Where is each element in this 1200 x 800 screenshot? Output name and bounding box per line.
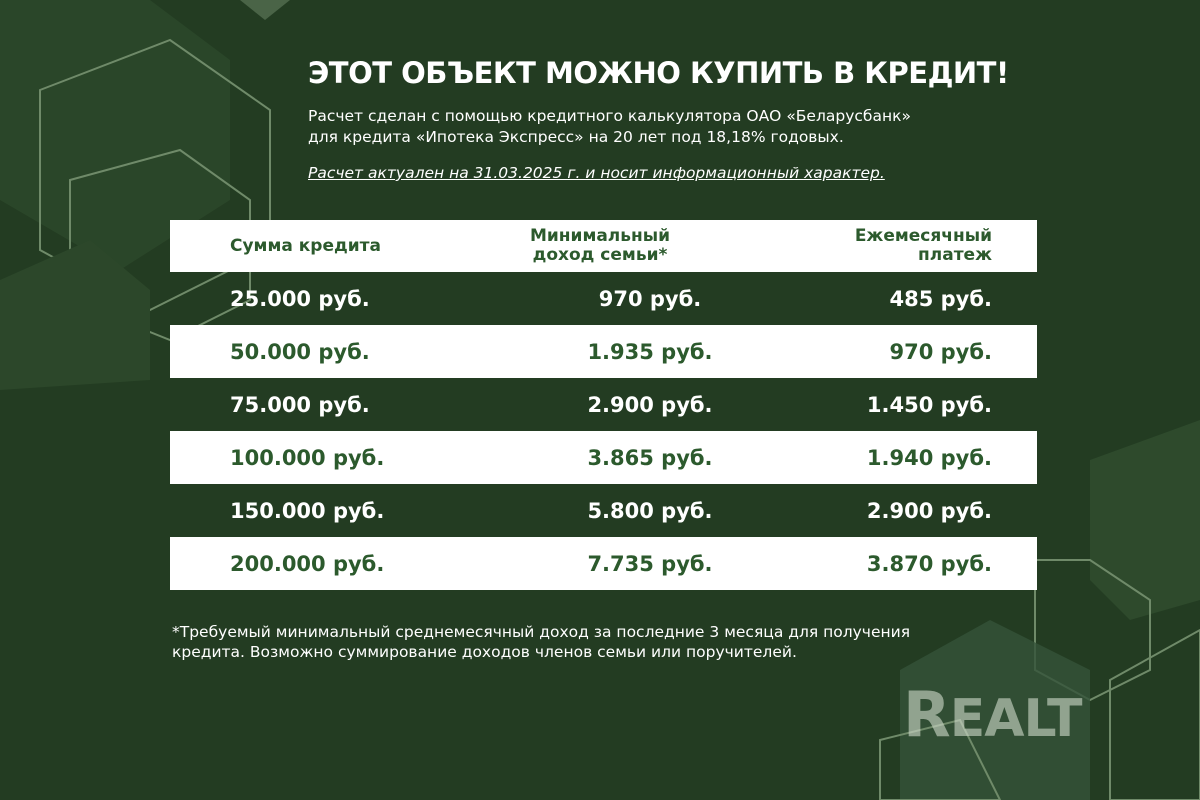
realt-logo: REALT (903, 678, 1083, 751)
monthly-payment-cell: 970 руб. (889, 339, 992, 364)
loan-amount-cell: 50.000 руб. (230, 339, 370, 364)
min-income-cell: 2.900 руб. (587, 392, 713, 417)
page-title: ЭТОТ ОБЪЕКТ МОЖНО КУПИТЬ В КРЕДИТ! (308, 56, 1009, 90)
monthly-payment-cell: 3.870 руб. (866, 551, 992, 576)
monthly-payment-cell: 485 руб. (889, 286, 992, 311)
header-loan-amount: Сумма кредита (230, 235, 381, 256)
table-row: 25.000 руб. 970 руб. 485 руб. (170, 272, 1037, 325)
subtitle-line-1: Расчет сделан с помощью кредитного кальк… (308, 107, 911, 125)
monthly-payment-cell: 1.450 руб. (866, 392, 992, 417)
min-income-cell: 970 руб. (598, 286, 702, 311)
loan-amount-cell: 25.000 руб. (230, 286, 370, 311)
min-income-cell: 5.800 руб. (587, 498, 713, 523)
table-header: Сумма кредита Минимальный доход семьи* Е… (170, 220, 1037, 272)
header-min-income: Минимальный доход семьи* (529, 226, 671, 265)
monthly-payment-cell: 1.940 руб. (866, 445, 992, 470)
table-row: 100.000 руб. 3.865 руб. 1.940 руб. (170, 431, 1037, 484)
monthly-payment-cell: 2.900 руб. (866, 498, 992, 523)
disclaimer-note: Расчет актуален на 31.03.2025 г. и носит… (308, 164, 885, 182)
header-monthly-payment: Ежемесячный платеж (854, 226, 992, 265)
min-income-cell: 1.935 руб. (587, 339, 713, 364)
subtitle: Расчет сделан с помощью кредитного кальк… (308, 106, 1068, 148)
footnote: *Требуемый минимальный среднемесячный до… (172, 623, 911, 661)
min-income-cell: 3.865 руб. (587, 445, 713, 470)
table-row: 150.000 руб. 5.800 руб. 2.900 руб. (170, 484, 1037, 537)
credit-table: Сумма кредита Минимальный доход семьи* Е… (170, 220, 1037, 590)
table-row: 50.000 руб. 1.935 руб. 970 руб. (170, 325, 1037, 378)
min-income-cell: 7.735 руб. (587, 551, 713, 576)
table-row: 75.000 руб. 2.900 руб. 1.450 руб. (170, 378, 1037, 431)
loan-amount-cell: 100.000 руб. (230, 445, 385, 470)
loan-amount-cell: 75.000 руб. (230, 392, 370, 417)
table-row: 200.000 руб. 7.735 руб. 3.870 руб. (170, 537, 1037, 590)
loan-amount-cell: 150.000 руб. (230, 498, 385, 523)
loan-amount-cell: 200.000 руб. (230, 551, 385, 576)
subtitle-line-2: для кредита «Ипотека Экспресс» на 20 лет… (308, 128, 844, 146)
